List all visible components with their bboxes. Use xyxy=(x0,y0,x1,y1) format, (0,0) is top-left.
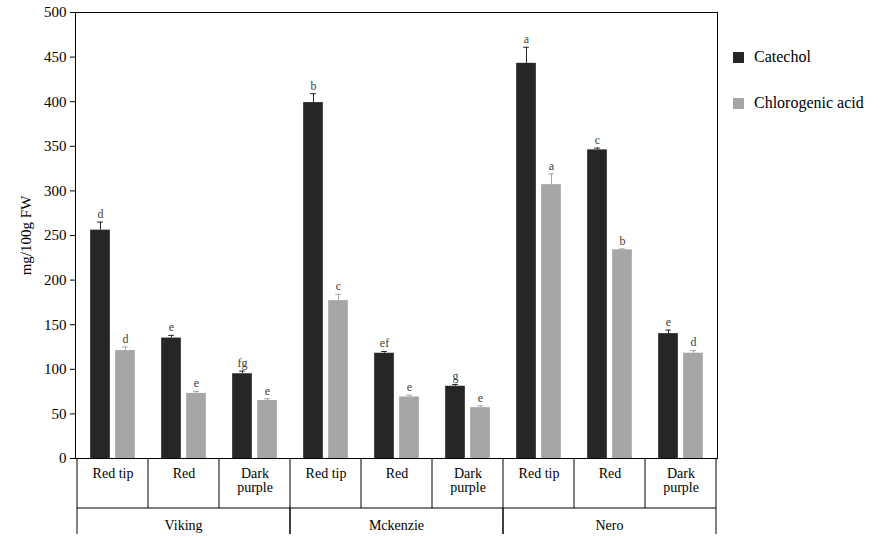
svg-text:d: d xyxy=(98,207,104,221)
svg-text:g: g xyxy=(453,369,459,383)
svg-text:450: 450 xyxy=(44,49,67,65)
svg-text:e: e xyxy=(478,391,483,405)
svg-text:Red: Red xyxy=(173,466,196,481)
svg-text:b: b xyxy=(620,234,626,248)
svg-text:Darkpurple: Darkpurple xyxy=(663,466,699,495)
svg-text:c: c xyxy=(595,133,600,147)
html-text:Catechol: Catechol xyxy=(754,48,811,65)
svg-text:Viking: Viking xyxy=(164,518,202,533)
html-text:Chlorogenic acid: Chlorogenic acid xyxy=(754,94,864,111)
svg-text:350: 350 xyxy=(44,138,67,154)
svg-text:Red tip: Red tip xyxy=(306,466,347,481)
svg-text:50: 50 xyxy=(52,406,67,422)
svg-text:Darkpurple: Darkpurple xyxy=(237,466,273,495)
svg-text:150: 150 xyxy=(44,317,67,333)
svg-text:e: e xyxy=(194,376,199,390)
svg-text:a: a xyxy=(549,159,555,173)
svg-text:Mckenzie: Mckenzie xyxy=(369,518,424,533)
svg-text:200: 200 xyxy=(44,272,67,288)
svg-text:e: e xyxy=(169,320,174,334)
svg-text:c: c xyxy=(336,279,341,293)
svg-text:300: 300 xyxy=(44,183,67,199)
svg-text:e: e xyxy=(407,380,412,394)
svg-text:Red tip: Red tip xyxy=(519,466,560,481)
svg-text:500: 500 xyxy=(44,4,67,20)
svg-text:Red: Red xyxy=(386,466,409,481)
svg-text:b: b xyxy=(311,79,317,93)
svg-text:d: d xyxy=(123,332,129,346)
svg-text:250: 250 xyxy=(44,227,67,243)
svg-text:d: d xyxy=(691,335,697,349)
svg-text:0: 0 xyxy=(59,450,67,466)
svg-text:e: e xyxy=(666,315,671,329)
svg-text:400: 400 xyxy=(44,94,67,110)
svg-text:e: e xyxy=(265,384,270,398)
svg-text:ef: ef xyxy=(380,336,389,350)
svg-text:Nero: Nero xyxy=(596,518,624,533)
svg-text:100: 100 xyxy=(44,361,67,377)
svg-text:fg: fg xyxy=(238,356,248,370)
svg-text:Darkpurple: Darkpurple xyxy=(450,466,486,495)
svg-text:Red: Red xyxy=(599,466,622,481)
svg-text:Red tip: Red tip xyxy=(93,466,134,481)
svg-text:mg/100g FW: mg/100g FW xyxy=(18,195,34,275)
svg-text:a: a xyxy=(524,32,530,46)
